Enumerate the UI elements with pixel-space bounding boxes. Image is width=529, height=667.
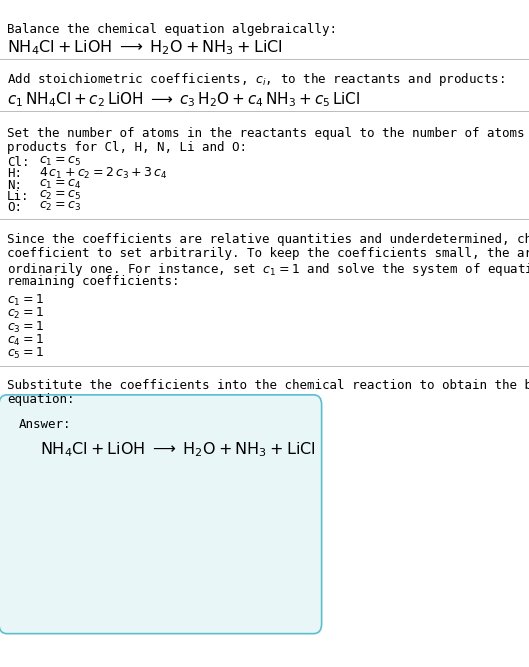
Text: $\mathrm{NH_4Cl + LiOH \;\longrightarrow\; H_2O + NH_3 + LiCl}$: $\mathrm{NH_4Cl + LiOH \;\longrightarrow… <box>7 39 282 57</box>
Text: $c_1 = c_5$: $c_1 = c_5$ <box>39 155 80 168</box>
Text: $c_4 = 1$: $c_4 = 1$ <box>7 333 44 348</box>
Text: Substitute the coefficients into the chemical reaction to obtain the balanced: Substitute the coefficients into the che… <box>7 379 529 392</box>
Text: $c_3 = 1$: $c_3 = 1$ <box>7 319 44 335</box>
Text: $c_5 = 1$: $c_5 = 1$ <box>7 346 44 362</box>
Text: O:: O: <box>7 201 22 214</box>
Text: Answer:: Answer: <box>19 418 71 430</box>
Text: coefficient to set arbitrarily. To keep the coefficients small, the arbitrary va: coefficient to set arbitrarily. To keep … <box>7 247 529 260</box>
Text: $c_2 = c_3$: $c_2 = c_3$ <box>39 200 80 213</box>
Text: $c_2 = 1$: $c_2 = 1$ <box>7 306 44 321</box>
Text: equation:: equation: <box>7 393 75 406</box>
Text: Set the number of atoms in the reactants equal to the number of atoms in the: Set the number of atoms in the reactants… <box>7 127 529 139</box>
Text: $\mathrm{NH_4Cl + LiOH \;\longrightarrow\; H_2O + NH_3 + LiCl}$: $\mathrm{NH_4Cl + LiOH \;\longrightarrow… <box>40 440 315 459</box>
Text: $c_1\,\mathrm{NH_4Cl} + c_2\,\mathrm{LiOH} \;\longrightarrow\; c_3\,\mathrm{H_2O: $c_1\,\mathrm{NH_4Cl} + c_2\,\mathrm{LiO… <box>7 91 360 109</box>
Text: $4\,c_1 + c_2 = 2\,c_3 + 3\,c_4$: $4\,c_1 + c_2 = 2\,c_3 + 3\,c_4$ <box>39 166 167 181</box>
Text: remaining coefficients:: remaining coefficients: <box>7 275 179 288</box>
Text: Since the coefficients are relative quantities and underdetermined, choose a: Since the coefficients are relative quan… <box>7 233 529 246</box>
Text: Li:: Li: <box>7 190 30 203</box>
Text: products for Cl, H, N, Li and O:: products for Cl, H, N, Li and O: <box>7 141 247 153</box>
Text: Balance the chemical equation algebraically:: Balance the chemical equation algebraica… <box>7 23 337 35</box>
Text: ordinarily one. For instance, set $c_1 = 1$ and solve the system of equations fo: ordinarily one. For instance, set $c_1 =… <box>7 261 529 278</box>
Text: $c_1 = c_4$: $c_1 = c_4$ <box>39 177 80 191</box>
Text: H:: H: <box>7 167 22 180</box>
Text: Cl:: Cl: <box>7 156 30 169</box>
Text: Add stoichiometric coefficients, $c_i$, to the reactants and products:: Add stoichiometric coefficients, $c_i$, … <box>7 71 505 88</box>
Text: $c_2 = c_5$: $c_2 = c_5$ <box>39 189 80 202</box>
Text: $c_1 = 1$: $c_1 = 1$ <box>7 293 44 308</box>
Text: N:: N: <box>7 179 22 191</box>
FancyBboxPatch shape <box>0 395 322 634</box>
